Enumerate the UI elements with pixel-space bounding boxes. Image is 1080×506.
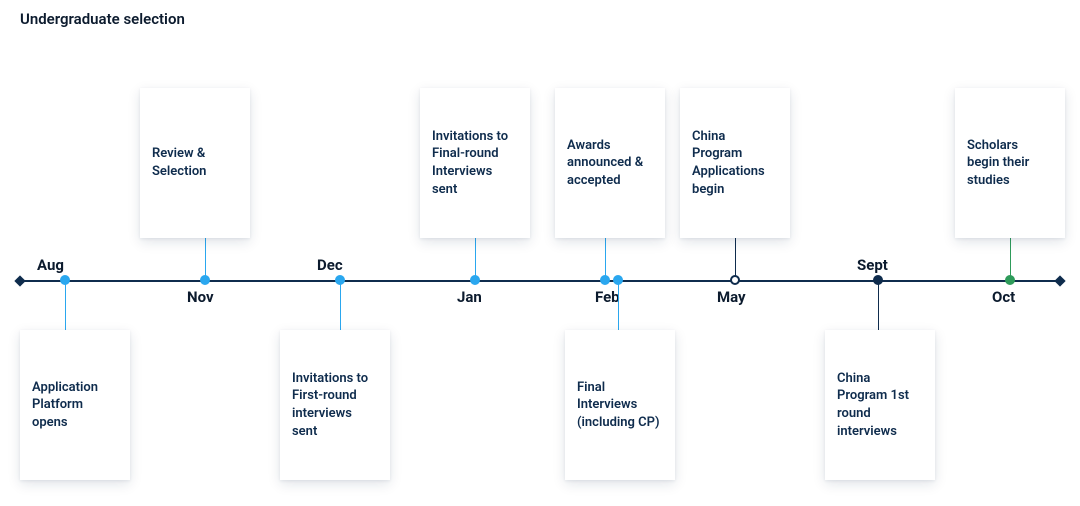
timeline-axis [20,280,1060,282]
axis-end-left [14,275,25,286]
timeline-card-label: Invitations to First-round interviews se… [292,370,378,440]
timeline-card: China Program Applications begin [680,88,790,238]
month-label: Nov [187,288,214,306]
timeline-card-label: China Program 1st round interviews [837,370,923,440]
timeline-card-label: China Program Applications begin [692,128,778,198]
timeline-card: Invitations to Final-round Interviews se… [420,88,530,238]
timeline-card: Scholars begin their studies [955,88,1065,238]
connector-line [475,238,476,277]
month-label: Oct [992,288,1015,306]
timeline-card-label: Scholars begin their studies [967,137,1053,190]
connector-line [735,238,736,277]
connector-line [618,283,619,330]
month-label: Dec [317,256,343,274]
connector-line [1010,238,1011,277]
timeline-card-label: Invitations to Final-round Interviews se… [432,128,518,198]
connector-line [205,238,206,277]
month-label: Feb [595,288,620,306]
timeline-card: China Program 1st round interviews [825,330,935,480]
timeline-card-label: Final Interviews (including CP) [577,379,663,432]
connector-line [878,283,879,330]
connector-line [340,283,341,330]
month-label: Sept [857,256,888,274]
connector-line [605,238,606,277]
month-label: Jan [457,288,482,306]
axis-end-right [1054,275,1065,286]
timeline-card: Awards announced & accepted [555,88,665,238]
connector-line [65,283,66,330]
timeline-card: Invitations to First-round interviews se… [280,330,390,480]
timeline-card: Final Interviews (including CP) [565,330,675,480]
timeline-card: Application Platform opens [20,330,130,480]
timeline-card-label: Awards announced & accepted [567,137,653,190]
month-label: Aug [37,256,64,274]
timeline-card-label: Review & Selection [152,145,238,180]
page-title: Undergraduate selection [20,10,185,28]
month-label: May [717,288,746,306]
timeline-card: Review & Selection [140,88,250,238]
timeline-card-label: Application Platform opens [32,379,118,432]
